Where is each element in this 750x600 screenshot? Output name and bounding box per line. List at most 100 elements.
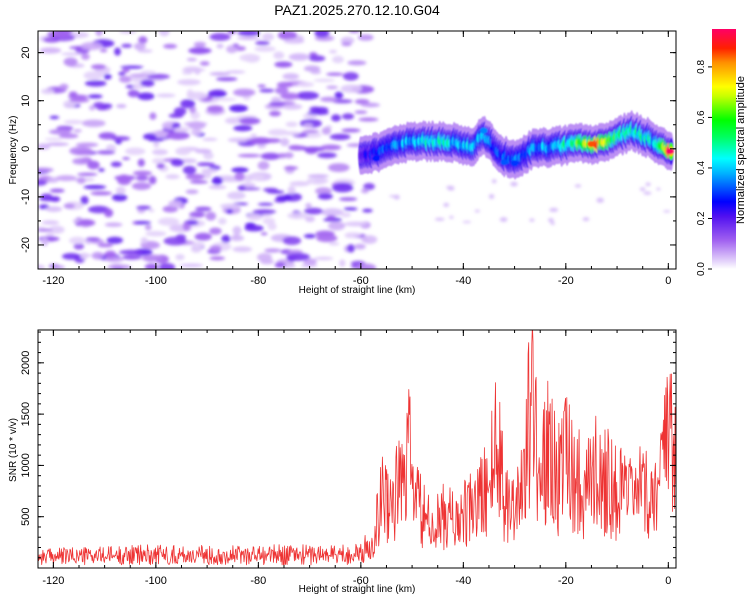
noise-region [38, 31, 671, 269]
noise-blob [68, 91, 78, 97]
noise-blob [211, 176, 223, 185]
noise-blob [237, 185, 246, 191]
noise-blob [275, 195, 292, 202]
noise-blob [38, 228, 53, 232]
noise-blob [38, 167, 54, 173]
noise-blob [180, 99, 196, 109]
noise-blob [236, 36, 261, 40]
x-tick-label: -20 [558, 275, 574, 287]
noise-blob [314, 31, 330, 38]
noise-blob [443, 202, 450, 207]
x-tick-label: -120 [42, 275, 64, 287]
noise-blob [81, 53, 90, 60]
noise-blob [462, 221, 472, 223]
noise-blob [137, 92, 155, 101]
noise-blob [342, 72, 359, 81]
noise-blob [227, 31, 236, 35]
noise-blob [268, 101, 286, 107]
noise-blob [81, 119, 106, 128]
noise-blob [118, 75, 133, 83]
x-tick-label: 0 [665, 575, 671, 587]
noise-blob [116, 104, 127, 109]
colorbar-gradient [712, 29, 736, 269]
noise-blob [288, 145, 303, 150]
noise-blob [159, 31, 170, 37]
noise-blob [287, 186, 296, 195]
noise-blob [246, 213, 263, 221]
noise-blob [98, 168, 105, 172]
noise-blob [58, 133, 79, 139]
noise-blob [239, 117, 261, 125]
noise-blob [339, 259, 346, 268]
y-tick-label: 1000 [20, 453, 32, 477]
noise-blob [182, 165, 197, 175]
noise-blob [131, 182, 152, 191]
noise-blob [226, 70, 246, 74]
noise-blob [340, 212, 351, 218]
noise-blob [80, 195, 89, 205]
x-tick-label: 0 [665, 275, 671, 287]
noise-blob [226, 208, 234, 214]
snr-x-label: Height of straight line (km) [299, 584, 416, 595]
x-tick-label: -80 [250, 275, 266, 287]
noise-blob [125, 147, 146, 156]
noise-blob [61, 52, 83, 56]
noise-blob [146, 73, 170, 80]
signal-peak [510, 160, 519, 167]
noise-blob [165, 174, 180, 180]
noise-blob [38, 264, 46, 269]
noise-blob [334, 91, 344, 100]
noise-blob [305, 215, 315, 223]
noise-blob [234, 172, 245, 181]
noise-blob [136, 205, 152, 210]
noise-blob [203, 151, 214, 160]
y-tick-label: -20 [20, 237, 32, 253]
noise-blob [260, 258, 274, 265]
noise-blob [144, 263, 159, 269]
noise-blob [149, 112, 157, 120]
noise-blob [340, 84, 362, 93]
noise-blob [332, 183, 354, 193]
noise-blob [141, 254, 163, 262]
noise-blob [303, 65, 321, 72]
noise-blob [267, 128, 289, 136]
x-tick-label: -120 [42, 575, 64, 587]
noise-blob [321, 127, 332, 135]
noise-blob [549, 207, 559, 212]
noise-blob [233, 125, 253, 132]
noise-blob [190, 128, 203, 136]
noise-blob [255, 40, 270, 46]
noise-blob [185, 189, 199, 195]
noise-blob [326, 85, 339, 90]
noise-blob [341, 113, 355, 120]
signal-peak [665, 148, 674, 155]
noise-blob [205, 211, 217, 221]
noise-blob [121, 43, 133, 48]
y-tick-label: 20 [20, 47, 32, 59]
noise-blob [104, 222, 123, 227]
noise-blob [274, 61, 293, 68]
colorbar-tick-label: 0.6 [696, 110, 707, 124]
colorbar-tick-label: 0.0 [696, 262, 707, 276]
noise-blob [140, 79, 155, 87]
noise-blob [202, 137, 218, 141]
noise-blob [233, 88, 256, 97]
noise-blob [288, 53, 310, 61]
noise-blob [263, 187, 278, 192]
noise-blob [328, 242, 340, 246]
noise-blob [362, 235, 378, 244]
noise-blob [106, 236, 124, 244]
noise-blob [434, 217, 445, 221]
noise-blob [209, 245, 222, 252]
noise-blob [134, 221, 151, 225]
noise-blob [313, 78, 336, 82]
noise-blob [55, 175, 77, 182]
noise-blob [209, 32, 231, 41]
noise-blob [39, 47, 62, 54]
noise-blob [276, 81, 294, 88]
noise-blob [207, 105, 224, 112]
snr-x-ticks: -120 -100 -80 -60 -40 -20 0 [42, 330, 671, 587]
noise-blob [230, 235, 245, 242]
noise-blob [341, 41, 352, 47]
noise-blob [306, 176, 329, 185]
